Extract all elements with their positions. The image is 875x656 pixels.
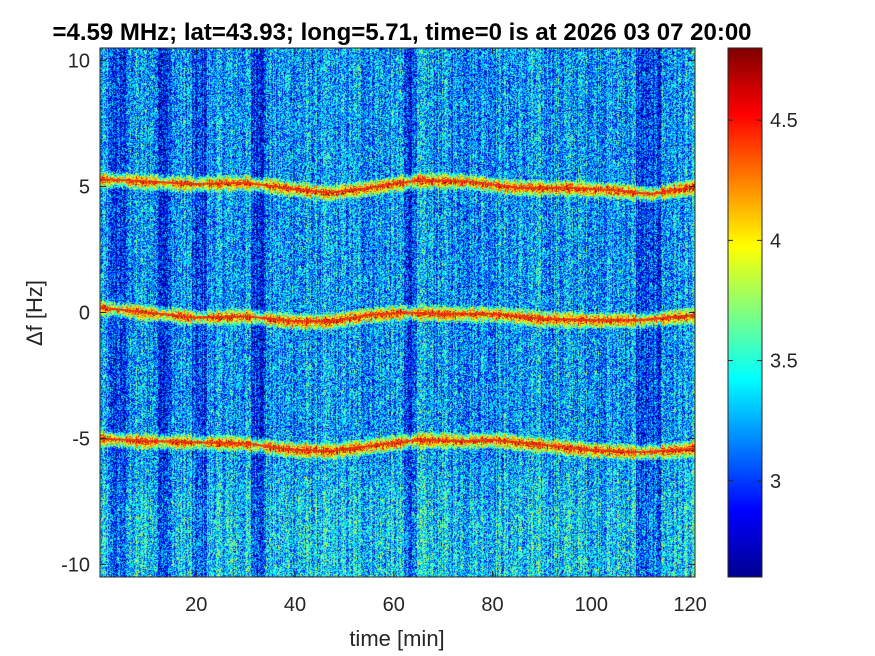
colorbar-tick-label: 3 [770,471,781,493]
y-tick-label: 5 [79,177,90,199]
x-tick-label: 100 [575,594,608,616]
trace-line-3 [100,437,695,454]
x-tick-label: 60 [383,594,405,616]
y-tick-label: 10 [68,51,90,73]
x-tick-label: 20 [185,594,207,616]
x-axis-label: time [min] [349,626,444,651]
y-tick-label: -5 [72,428,90,450]
colorbar-ticks: 3 3.5 4 4.5 [728,110,798,493]
x-tick-label: 80 [481,594,503,616]
colorbar-tick-label: 4.5 [770,110,798,132]
colorbar-tick-label: 3.5 [770,351,798,373]
y-tick-label: 0 [79,303,90,325]
x-tick-label: 120 [673,594,706,616]
signal-traces [100,178,695,454]
y-tick-label: -10 [61,554,90,576]
colorbar [727,47,763,578]
chart-title: =4.59 MHz; lat=43.93; long=5.71, time=0 … [52,19,751,46]
y-axis: -10 -5 0 5 10 [61,51,695,576]
colorbar-tick-label: 4 [770,230,781,252]
trace-line-2 [100,306,695,323]
y-axis-label: Δf [Hz] [22,280,47,346]
x-tick-label: 40 [284,594,306,616]
x-axis: 20 40 60 80 100 120 [185,48,707,616]
trace-line-1 [100,178,695,196]
